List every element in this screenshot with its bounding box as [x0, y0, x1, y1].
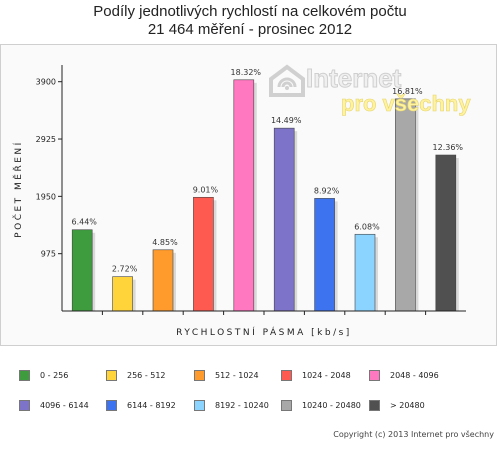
- legend-swatch: [369, 399, 380, 411]
- bar: [112, 276, 133, 312]
- bar: [273, 127, 295, 312]
- data-label: 12.36%: [433, 143, 464, 152]
- y-tick-label: 1950: [36, 192, 56, 201]
- legend-item: 4096 - 6144: [19, 398, 89, 412]
- legend-swatch: [281, 399, 292, 411]
- house-icon: [269, 64, 305, 97]
- chart-frame: Internet pro všechny 975 1950 2925 3900 RYCH…: [0, 44, 497, 346]
- legend-label: 10240 - 20480: [302, 400, 361, 410]
- legend-label: > 20480: [390, 400, 425, 410]
- legend-label: 1024 - 2048: [302, 370, 351, 380]
- bar: [435, 154, 457, 312]
- chart-title-line1: Podíly jednotlivých rychlostí na celkové…: [93, 3, 407, 20]
- bar: [395, 98, 416, 312]
- legend-label: 6144 - 8192: [127, 400, 176, 410]
- legend-label: 4096 - 6144: [40, 400, 89, 410]
- data-label: 2.72%: [112, 265, 138, 274]
- legend-swatch: [369, 369, 380, 381]
- data-label: 14.49%: [271, 116, 302, 125]
- bar: [233, 79, 255, 312]
- legend-label: 256 - 512: [127, 370, 166, 380]
- chart-title-line2: 21 464 měření - prosinec 2012: [147, 21, 353, 38]
- legend-swatch: [281, 369, 292, 381]
- x-axis-label: RYCHLOSTNÍ PÁSMA [kb/s]: [176, 326, 352, 338]
- watermark-line1: Internet: [306, 63, 402, 93]
- bar-group: [152, 249, 176, 312]
- legend-item: 1024 - 2048: [281, 368, 351, 382]
- legend-swatch: [106, 369, 117, 381]
- bar-group: [112, 276, 136, 312]
- bar-group: [273, 127, 298, 312]
- legend-swatch: [194, 369, 205, 381]
- legend-label: 2048 - 4096: [390, 370, 439, 380]
- bar: [193, 196, 214, 312]
- data-label: 4.85%: [152, 238, 178, 247]
- legend-label: 512 - 1024: [215, 370, 259, 380]
- legend-swatch: [19, 399, 30, 411]
- y-tick-label: 2925: [36, 135, 56, 144]
- legend-item: 256 - 512: [106, 368, 166, 382]
- legend-item: 2048 - 4096: [369, 368, 439, 382]
- bar-group: [71, 229, 96, 312]
- legend-label: 8192 - 10240: [215, 400, 269, 410]
- legend-item: 512 - 1024: [194, 368, 259, 382]
- data-label: 6.08%: [354, 222, 380, 231]
- data-label: 8.92%: [314, 186, 340, 195]
- legend: 0 - 256 256 - 512 512 - 1024 1024 - 2048 204…: [0, 364, 500, 424]
- bar-group: [435, 154, 459, 312]
- legend-label: 0 - 256: [40, 370, 69, 380]
- legend-item: 8192 - 10240: [194, 398, 269, 412]
- legend-swatch: [194, 399, 205, 411]
- legend-item: > 20480: [369, 398, 425, 412]
- bar-chart: Internet pro všechny 975 1950 2925 3900 RYCH…: [12, 63, 472, 339]
- data-label: 16.81%: [392, 87, 423, 96]
- copyright: Copyright (c) 2013 Internet pro všechny: [333, 430, 494, 439]
- data-label: 6.44%: [71, 218, 97, 227]
- data-label: 18.32%: [231, 68, 262, 77]
- data-label: 9.01%: [193, 185, 219, 194]
- bar-group: [233, 79, 257, 312]
- watermark-line2: pro všechny: [341, 91, 471, 116]
- legend-item: 10240 - 20480: [281, 398, 361, 412]
- bar: [314, 198, 335, 312]
- bar-group: [193, 196, 217, 312]
- y-axis-label: POČET MĚŘENÍ: [12, 140, 24, 238]
- bar: [71, 229, 93, 312]
- bar-group: [314, 198, 338, 312]
- legend-swatch: [19, 369, 30, 381]
- watermark: Internet pro všechny: [269, 63, 472, 116]
- bar-group: [354, 233, 378, 312]
- legend-swatch: [106, 399, 117, 411]
- y-tick-label: 975: [41, 250, 56, 259]
- bar-group: [395, 98, 419, 312]
- legend-item: 0 - 256: [19, 368, 68, 382]
- y-tick-label: 3900: [36, 78, 56, 87]
- bar: [354, 233, 376, 312]
- bar: [152, 249, 174, 312]
- legend-item: 6144 - 8192: [106, 398, 176, 412]
